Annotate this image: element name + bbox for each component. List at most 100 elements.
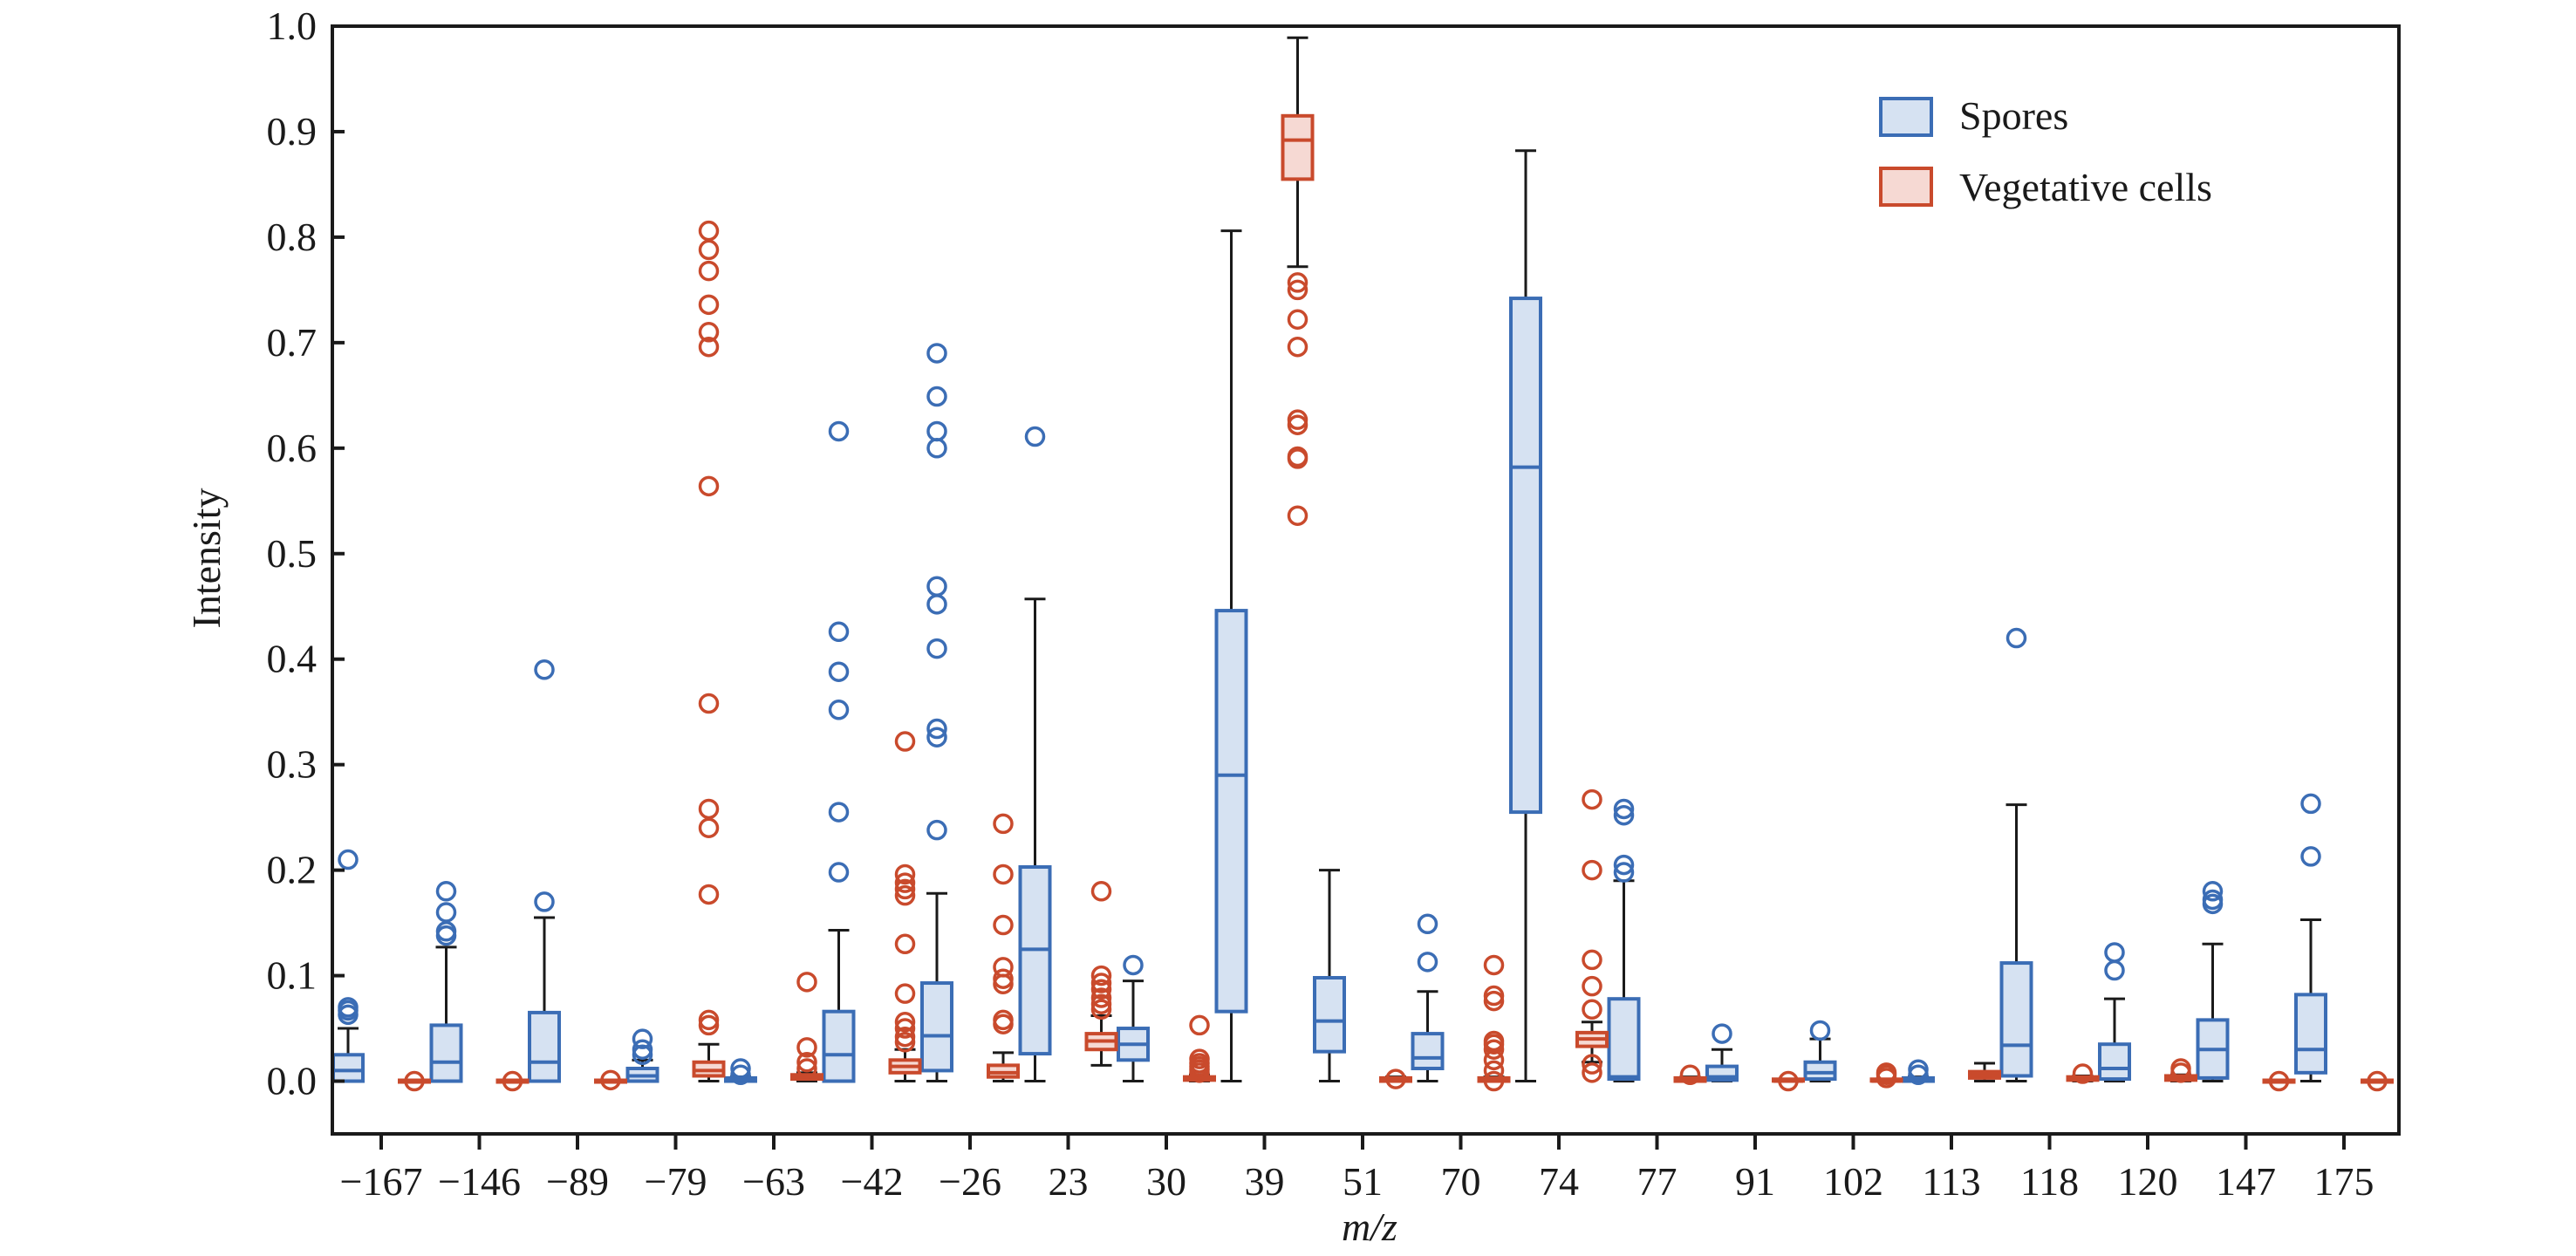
box-iqr (1803, 1060, 1837, 1082)
box-spores[interactable] (1607, 798, 1641, 1083)
legend: Spores Vegetative cells (1879, 93, 2212, 209)
box-spores[interactable] (1902, 1059, 1935, 1086)
outlier-point (926, 727, 947, 747)
outlier-point (2072, 1063, 2094, 1084)
box-spores[interactable] (1705, 1023, 1739, 1083)
outlier-point (894, 864, 916, 885)
outlier-point (894, 884, 916, 906)
box-vegetative-cells[interactable] (888, 731, 922, 1083)
outlier-point (1582, 999, 1602, 1020)
outlier-point (894, 933, 916, 955)
box-spores[interactable] (1411, 913, 1445, 1083)
outlier-point (698, 693, 720, 714)
x-tick-label: 91 (1735, 1159, 1775, 1204)
box-vegetative-cells[interactable] (790, 972, 823, 1083)
box-spores[interactable] (1509, 149, 1542, 1083)
box-vegetative-cells[interactable] (692, 220, 726, 1083)
box-spores[interactable] (429, 881, 463, 1083)
outlier-point (1287, 279, 1308, 301)
box-vegetative-cells[interactable] (2361, 1070, 2394, 1092)
outlier-point (993, 957, 1014, 978)
box-spores[interactable] (625, 1028, 659, 1083)
box-vegetative-cells[interactable] (2164, 1058, 2197, 1083)
box-vegetative-cells[interactable] (1183, 1014, 1216, 1083)
y-tick-label: 0.1 (267, 953, 318, 998)
legend-label-vegetative-cells: Vegetative cells (1959, 165, 2212, 209)
outlier-point (2104, 942, 2125, 963)
outlier-point (828, 802, 850, 823)
outlier-point (698, 294, 720, 316)
box-vegetative-cells[interactable] (1772, 1070, 1805, 1092)
box-spores[interactable] (331, 849, 365, 1083)
outlier-point (1483, 1049, 1505, 1071)
box-vegetative-cells[interactable] (1281, 36, 1315, 526)
box-iqr (1281, 113, 1315, 181)
box-vegetative-cells[interactable] (2262, 1070, 2296, 1092)
outlier-point (1287, 309, 1308, 330)
box-vegetative-cells[interactable] (1968, 1061, 2001, 1083)
box-vegetative-cells[interactable] (1379, 1068, 1412, 1089)
x-tick-label: 70 (1441, 1159, 1481, 1204)
outlier-point (1287, 272, 1308, 293)
box-vegetative-cells[interactable] (495, 1070, 530, 1092)
box-vegetative-cells[interactable] (1477, 954, 1511, 1092)
y-tick-label: 0.4 (267, 637, 318, 681)
outlier-point (926, 819, 947, 841)
box-spores[interactable] (2294, 793, 2327, 1083)
box-vegetative-cells[interactable] (1084, 881, 1118, 1067)
outlier-point (894, 872, 916, 893)
legend-item-vegetative-cells[interactable]: Vegetative cells (1879, 165, 2212, 209)
x-tick-label: −79 (645, 1159, 707, 1204)
box-vegetative-cells[interactable] (2066, 1063, 2100, 1084)
box-vegetative-cells[interactable] (1869, 1062, 1903, 1089)
box-spores[interactable] (1803, 1020, 1837, 1083)
box-spores[interactable] (528, 659, 561, 1083)
legend-label-spores: Spores (1959, 93, 2068, 138)
outlier-point (926, 718, 947, 740)
box-iqr (1999, 961, 2033, 1078)
outlier-point (1123, 954, 1144, 976)
y-tick-label: 1.0 (267, 3, 318, 48)
outlier-point (2202, 881, 2224, 902)
outlier-point (698, 475, 720, 497)
box-spores[interactable] (1313, 869, 1346, 1083)
outlier-point (828, 621, 850, 643)
x-tick-label: −89 (546, 1159, 609, 1204)
box-iqr (920, 981, 953, 1073)
box-spores[interactable] (2196, 881, 2230, 1083)
box-spores[interactable] (1999, 627, 2033, 1083)
box-spores[interactable] (822, 420, 856, 1083)
box-vegetative-cells[interactable] (398, 1070, 431, 1092)
box-spores[interactable] (920, 343, 953, 1083)
outlier-point (2005, 627, 2027, 649)
box-spores[interactable] (1214, 229, 1248, 1083)
y-tick-label: 0.5 (267, 531, 318, 576)
outlier-point (894, 878, 916, 900)
outlier-point (698, 220, 720, 242)
box-spores[interactable] (2098, 942, 2131, 1083)
x-tick-label: 113 (1922, 1159, 1980, 1204)
outlier-point (1090, 973, 1112, 993)
box-vegetative-cells[interactable] (594, 1069, 627, 1091)
plot-frame (331, 24, 2401, 1136)
y-tick-label: 0.2 (267, 848, 318, 892)
box-vegetative-cells[interactable] (987, 813, 1020, 1083)
outlier-point (993, 864, 1014, 885)
box-spores[interactable] (724, 1058, 757, 1086)
box-iqr (528, 1010, 561, 1083)
box-vegetative-cells[interactable] (1575, 788, 1609, 1083)
outlier-point (926, 638, 947, 659)
box-vegetative-cells[interactable] (1673, 1064, 1707, 1086)
legend-item-spores[interactable]: Spores (1879, 93, 2068, 138)
outlier-point (2202, 889, 2224, 911)
y-tick-label: 0.6 (267, 426, 318, 470)
outlier-point (1090, 987, 1112, 1008)
x-tick-label: 147 (2216, 1159, 2276, 1204)
outlier-point (926, 594, 947, 615)
box-spores[interactable] (1018, 426, 1052, 1083)
box-iqr (429, 1023, 463, 1083)
box-spores[interactable] (1117, 954, 1150, 1083)
outlier-point (1582, 949, 1602, 971)
outlier-point (1385, 1068, 1406, 1089)
outlier-point (698, 1009, 720, 1031)
